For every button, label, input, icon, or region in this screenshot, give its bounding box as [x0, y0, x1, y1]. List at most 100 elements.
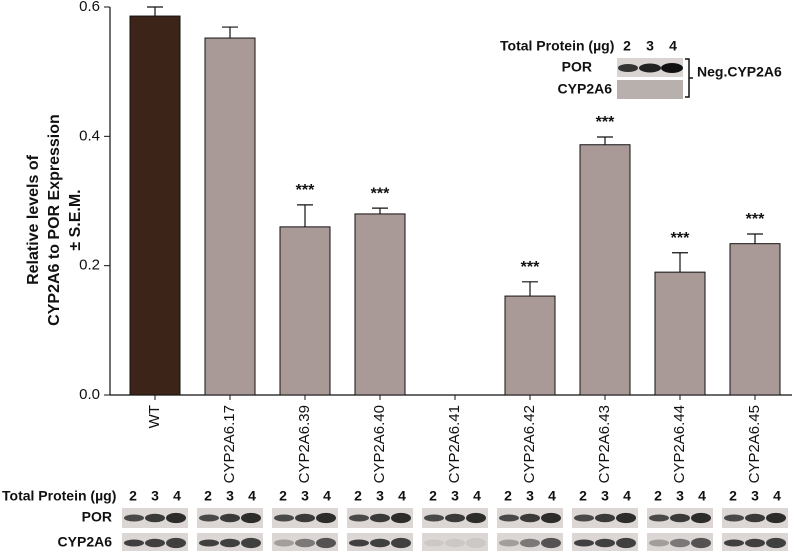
- blot-band: [520, 538, 540, 548]
- blot-band: [670, 538, 690, 548]
- blot-band: [166, 512, 186, 524]
- x-tick-label: CYP2A6.44: [671, 405, 688, 483]
- blot-band: [766, 512, 786, 524]
- blot-lane: 4: [548, 488, 556, 504]
- blot-band: [391, 537, 411, 549]
- blot-band: [241, 512, 261, 524]
- y-axis-label-line: ± S.E.M.: [67, 189, 84, 250]
- blot-lane: 2: [354, 488, 362, 504]
- bar: [504, 295, 556, 396]
- blot-band: [466, 537, 486, 549]
- blot-lane: 4: [398, 488, 406, 504]
- significance: ***: [596, 114, 615, 131]
- error-bar: [222, 26, 238, 39]
- significance: ***: [746, 211, 765, 228]
- error-bar: [297, 204, 313, 227]
- blot-lane: 4: [773, 488, 781, 504]
- error-bar: [522, 281, 538, 297]
- blot-band: [220, 538, 240, 548]
- blot-lane: 2: [429, 488, 437, 504]
- blot-lane: 3: [601, 488, 609, 504]
- x-tick-label: WT: [146, 405, 163, 428]
- blot-lane: 2: [729, 488, 737, 504]
- x-tick-label: CYP2A6.39: [296, 405, 313, 483]
- blot-band: [499, 539, 519, 547]
- bar: [654, 271, 706, 396]
- blot-band: [766, 537, 786, 549]
- blot-band: [649, 514, 669, 522]
- significance: ***: [296, 182, 315, 199]
- blot-band: [691, 512, 711, 524]
- blot-band: [391, 512, 411, 524]
- inset-band: [618, 64, 638, 72]
- blot-lane: 4: [473, 488, 481, 504]
- inset-band: [639, 63, 661, 73]
- blot-band: [166, 537, 186, 549]
- significance: ***: [371, 185, 390, 202]
- blot-band: [595, 513, 615, 523]
- blot-lane: 2: [204, 488, 212, 504]
- blot-band: [745, 538, 765, 548]
- significance: ***: [671, 230, 690, 247]
- inset-band: [661, 63, 683, 73]
- blot-lane: 2: [654, 488, 662, 504]
- blot-band: [220, 513, 240, 523]
- blot-band: [370, 538, 390, 548]
- blot-band: [124, 514, 144, 522]
- inset-bracket: [685, 58, 693, 98]
- blot-row-label: POR: [82, 509, 112, 525]
- blot-lane: 3: [226, 488, 234, 504]
- x-tick-label: CYP2A6.43: [596, 405, 613, 483]
- blot-band: [616, 537, 636, 549]
- blot-band: [349, 539, 369, 547]
- y-axis-label-line: CYP2A6 to POR Expression: [46, 114, 63, 326]
- x-tick-label: CYP2A6.45: [746, 405, 763, 483]
- blot-lane: 4: [323, 488, 331, 504]
- inset-lane: 2: [623, 38, 631, 54]
- blot-lane: 3: [676, 488, 684, 504]
- significance: ***: [521, 259, 540, 276]
- blot-band: [370, 513, 390, 523]
- blot-band: [649, 539, 669, 547]
- blot-header: Total Protein (µg): [2, 488, 116, 504]
- blot-lane: 3: [526, 488, 534, 504]
- blot-lane: 2: [579, 488, 587, 504]
- bar: [354, 213, 406, 396]
- y-tick-label: 0.6: [79, 0, 100, 15]
- y-tick-label: 0.0: [79, 386, 100, 403]
- y-axis-label-line: Relative levels of: [25, 154, 42, 285]
- blot-band: [199, 539, 219, 547]
- error-bar: [672, 252, 688, 273]
- blot-band: [295, 538, 315, 548]
- y-tick-label: 0.2: [79, 257, 100, 274]
- blot-lane: 3: [301, 488, 309, 504]
- blot-band: [316, 512, 336, 524]
- blot-band: [199, 514, 219, 522]
- blot-band: [724, 539, 744, 547]
- blot-band: [616, 512, 636, 524]
- blot-lane: 3: [451, 488, 459, 504]
- inset-row-label: CYP2A6: [558, 81, 613, 97]
- blot-lane: 2: [504, 488, 512, 504]
- blot-band: [274, 539, 294, 547]
- blot-lane: 4: [623, 488, 631, 504]
- inset-lane: 4: [669, 38, 677, 54]
- inset-bracket-label: Neg.CYP2A6: [697, 64, 782, 80]
- x-tick-label: CYP2A6.17: [221, 405, 238, 483]
- blot-band: [145, 513, 165, 523]
- blot-band: [274, 514, 294, 522]
- bar: [279, 226, 331, 396]
- y-tick-label: 0.4: [79, 127, 100, 144]
- x-tick-label: CYP2A6.41: [446, 405, 463, 483]
- blot-lane: 2: [129, 488, 137, 504]
- blot-lane: 3: [376, 488, 384, 504]
- x-tick-label: CYP2A6.40: [371, 405, 388, 483]
- blot-band: [541, 512, 561, 524]
- blot-band: [445, 513, 465, 523]
- blot-band: [574, 514, 594, 522]
- blot-band: [349, 514, 369, 522]
- inset-blot: [617, 80, 683, 99]
- blot-band: [145, 538, 165, 548]
- inset-header: Total Protein (µg): [500, 38, 614, 54]
- blot-band: [124, 539, 144, 547]
